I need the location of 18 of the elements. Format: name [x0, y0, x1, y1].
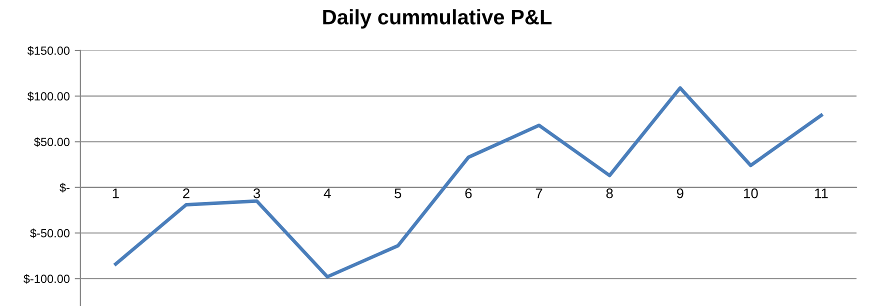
y-tick-label: $-	[60, 182, 70, 192]
y-tick-label: $-50.00	[30, 228, 70, 238]
x-tick-label: 1	[112, 188, 119, 198]
y-tick-label: $100.00	[27, 92, 70, 102]
x-tick-label: 9	[676, 188, 684, 198]
y-tick-label: $50.00	[34, 137, 70, 147]
x-tick-label: 6	[465, 188, 472, 198]
y-tick-label: $-100.00	[24, 274, 70, 284]
x-tick-label: 3	[253, 188, 260, 198]
x-tick-label: 7	[536, 188, 542, 198]
x-tick-label: 4	[324, 188, 331, 198]
x-tick-label: 10	[744, 188, 758, 198]
x-tick-label: 2	[183, 188, 190, 198]
x-tick-label: 11	[815, 188, 828, 198]
chart-title: Daily cummulative P&L	[323, 9, 552, 29]
x-tick-label: 5	[394, 188, 402, 198]
x-tick-label: 8	[606, 188, 613, 198]
y-tick-label: $150.00	[27, 46, 70, 56]
